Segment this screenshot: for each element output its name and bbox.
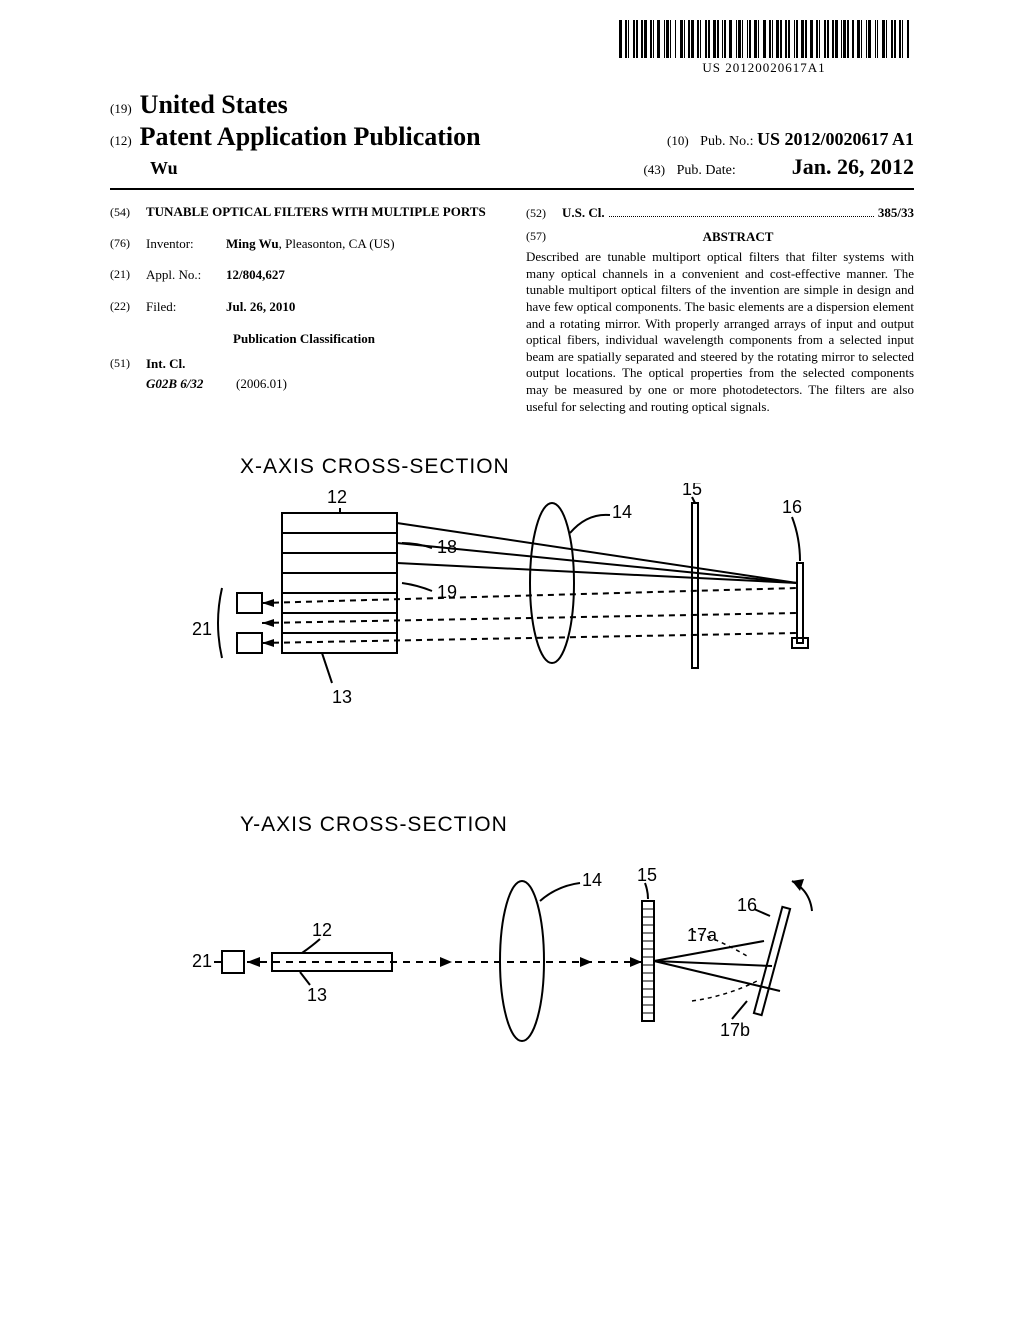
header-country-row: (19) United States <box>110 90 914 120</box>
pubno-num: (10) <box>667 133 689 148</box>
intcl-row: (51) Int. Cl. <box>110 355 498 373</box>
filed-val: Jul. 26, 2010 <box>226 298 295 316</box>
filed-num: (22) <box>110 298 146 316</box>
abstract-heading: ABSTRACT <box>562 228 914 246</box>
inventor-label: Inventor: <box>146 235 226 253</box>
figures-block: X-AXIS CROSS-SECTION 21 12 13 18 <box>110 455 914 1061</box>
pubtype-num: (12) <box>110 133 132 149</box>
pubdate-label: Pub. Date: <box>677 163 736 178</box>
filed-row: (22) Filed: Jul. 26, 2010 <box>110 298 498 316</box>
fig2-title: Y-AXIS CROSS-SECTION <box>240 813 914 837</box>
title-row: (54) TUNABLE OPTICAL FILTERS WITH MULTIP… <box>110 204 498 221</box>
country-num: (19) <box>110 101 132 117</box>
title-num: (54) <box>110 204 146 221</box>
inventor-name: Ming Wu <box>226 236 279 251</box>
pub-type: Patent Application Publication <box>140 122 481 152</box>
uscl-row: (52) U.S. Cl. 385/33 <box>526 204 914 222</box>
left-column: (54) TUNABLE OPTICAL FILTERS WITH MULTIP… <box>110 204 498 415</box>
label-16b: 16 <box>737 895 757 915</box>
pub-date: Jan. 26, 2012 <box>792 154 914 179</box>
pub-no: US 2012/0020617 A1 <box>757 129 914 149</box>
label-21: 21 <box>192 619 212 639</box>
label-15b: 15 <box>637 865 657 885</box>
uscl-label: U.S. Cl. <box>562 204 605 222</box>
intcl-year: (2006.01) <box>236 375 287 393</box>
barcode-block: US 20120020617A1 <box>619 20 909 76</box>
fig2-svg: 21 12 13 14 15 <box>192 841 832 1061</box>
inventor-loc: , Pleasonton, CA (US) <box>279 236 395 251</box>
label-17a: 17a <box>687 925 718 945</box>
right-column: (52) U.S. Cl. 385/33 (57) ABSTRACT Descr… <box>526 204 914 415</box>
intcl-label: Int. Cl. <box>146 355 185 373</box>
applno-row: (21) Appl. No.: 12/804,627 <box>110 266 498 284</box>
uscl-dots <box>609 216 874 217</box>
label-12a: 12 <box>327 487 347 507</box>
author-name: Wu <box>150 158 178 179</box>
header-divider <box>110 188 914 190</box>
barcode-text: US 20120020617A1 <box>619 60 909 76</box>
label-21b: 21 <box>192 951 212 971</box>
label-12b: 12 <box>312 920 332 940</box>
label-13a: 13 <box>332 687 352 707</box>
patent-title: TUNABLE OPTICAL FILTERS WITH MULTIPLE PO… <box>146 204 486 221</box>
pubdate-num: (43) <box>643 162 665 177</box>
label-17b: 17b <box>720 1020 750 1040</box>
applno-num: (21) <box>110 266 146 284</box>
applno-label: Appl. No.: <box>146 266 226 284</box>
abstract-text: Described are tunable multiport optical … <box>526 249 914 415</box>
biblio-columns: (54) TUNABLE OPTICAL FILTERS WITH MULTIP… <box>110 204 914 415</box>
pubno-label: Pub. No.: <box>700 134 753 149</box>
inventor-row: (76) Inventor: Ming Wu, Pleasonton, CA (… <box>110 235 498 253</box>
intcl-code-row: G02B 6/32 (2006.01) <box>110 375 498 393</box>
inventor-num: (76) <box>110 235 146 253</box>
barcode-graphic <box>619 20 909 58</box>
fig1-title: X-AXIS CROSS-SECTION <box>240 455 914 479</box>
applno-val: 12/804,627 <box>226 266 285 284</box>
label-14b: 14 <box>582 870 602 890</box>
author-row: Wu (43) Pub. Date: Jan. 26, 2012 <box>110 154 914 180</box>
label-13b: 13 <box>307 985 327 1005</box>
pubclass-heading: Publication Classification <box>110 330 498 348</box>
intcl-code: G02B 6/32 <box>146 375 236 393</box>
intcl-num: (51) <box>110 355 146 373</box>
uscl-val: 385/33 <box>878 204 914 222</box>
filed-label: Filed: <box>146 298 226 316</box>
country-name: United States <box>140 90 288 120</box>
label-15a: 15 <box>682 483 702 499</box>
uscl-num: (52) <box>526 205 562 221</box>
fig1-svg: 21 12 13 18 19 14 15 16 <box>192 483 832 733</box>
label-16a: 16 <box>782 497 802 517</box>
label-14a: 14 <box>612 502 632 522</box>
pub-type-row: (12) Patent Application Publication (10)… <box>110 122 914 152</box>
abstract-num: (57) <box>526 228 562 250</box>
